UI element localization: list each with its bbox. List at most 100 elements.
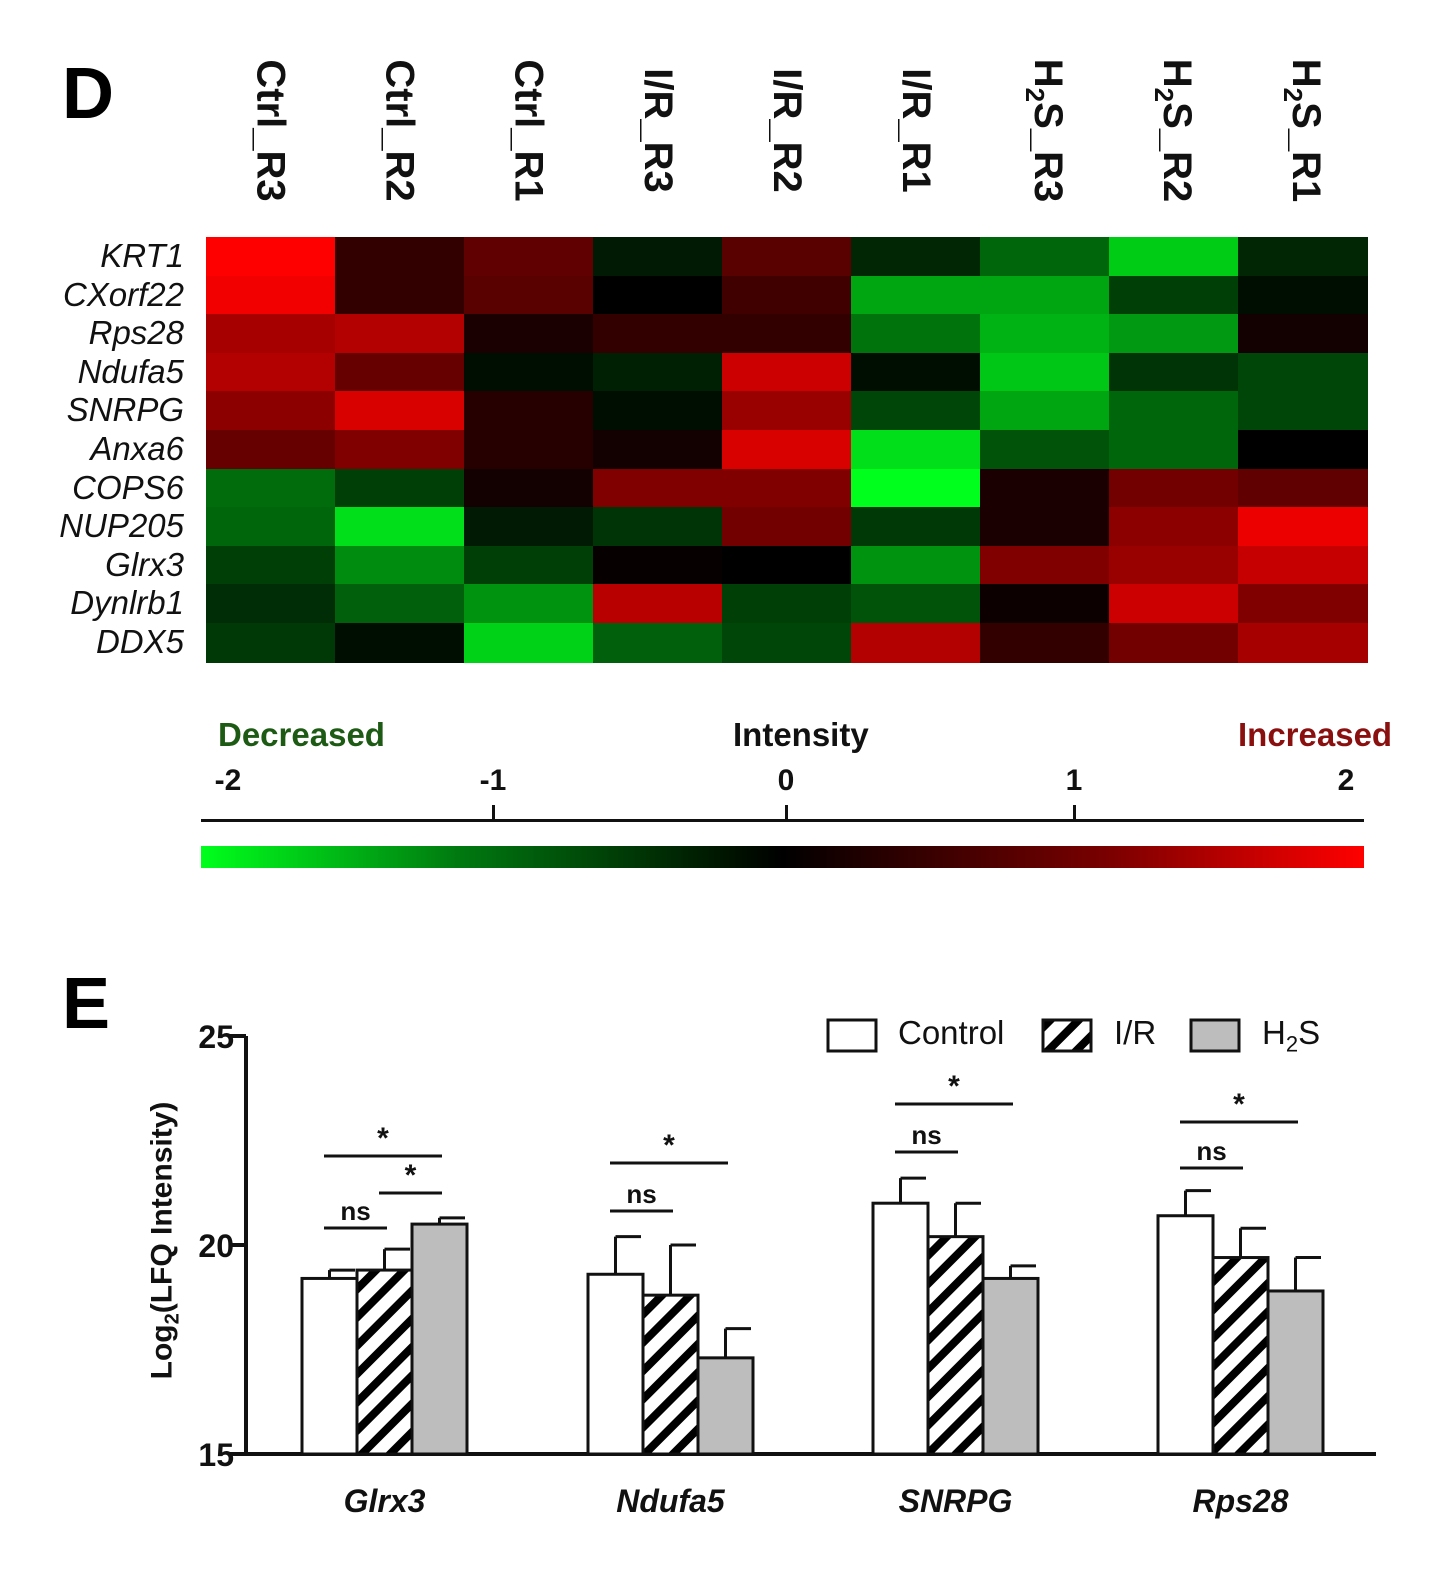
heatmap-row-label: SNRPG <box>66 391 184 429</box>
bar-Rps28-Control <box>1156 1214 1215 1456</box>
heatmap-cell-Anxa6-I/R_R1 <box>851 430 981 470</box>
heatmap-cell-KRT1-Ctrl_R1 <box>464 237 594 277</box>
heatmap-cell-Rps28-H2S_R2 <box>1109 314 1239 354</box>
significance-label: * <box>948 1070 960 1103</box>
legend-swatch-H2S <box>1189 1018 1241 1053</box>
significance-label: * <box>1233 1088 1245 1121</box>
heatmap-cell-COPS6-I/R_R3 <box>593 468 723 509</box>
heatmap-cell-NUP205-Ctrl_R1 <box>464 507 594 547</box>
heatmap-cell-KRT1-Ctrl_R2 <box>335 237 465 277</box>
color-scale-tick-label: -2 <box>214 764 242 797</box>
bar-Glrx3-I/R <box>355 1268 414 1456</box>
heatmap-cell-Anxa6-H2S_R1 <box>1238 430 1368 470</box>
heatmap-cell-DDX5-H2S_R1 <box>1238 623 1368 663</box>
heatmap-cell-SNRPG-H2S_R1 <box>1238 391 1368 431</box>
heatmap-grid <box>206 237 1368 663</box>
x-category-label: Glrx3 <box>344 1483 426 1519</box>
significance-label: ns <box>626 1179 656 1209</box>
heatmap-row-label: Rps28 <box>88 314 184 352</box>
heatmap-cell-SNRPG-I/R_R3 <box>593 391 723 431</box>
heatmap-row-label: Dynlrb1 <box>70 584 184 622</box>
heatmap-cell-Dynlrb1-H2S_R1 <box>1238 584 1368 624</box>
heatmap-cell-DDX5-H2S_R2 <box>1109 623 1239 663</box>
heatmap-cell-NUP205-I/R_R2 <box>722 507 852 547</box>
heatmap-cell-Rps28-H2S_R3 <box>980 314 1110 354</box>
heatmap-row-label: Ndufa5 <box>77 352 184 390</box>
color-scale-title: Intensity <box>733 716 869 753</box>
heatmap-cell-KRT1-I/R_R1 <box>851 237 981 277</box>
heatmap-cell-Dynlrb1-I/R_R2 <box>722 584 852 624</box>
color-scale-tick-label: -1 <box>479 764 507 797</box>
heatmap-cell-KRT1-I/R_R2 <box>722 237 852 277</box>
heatmap-cell-DDX5-Ctrl_R1 <box>464 623 594 663</box>
heatmap-cell-Rps28-I/R_R2 <box>722 314 852 354</box>
legend-swatch-Control <box>826 1018 878 1053</box>
heatmap-cell-SNRPG-I/R_R1 <box>851 391 981 431</box>
heatmap-row-label: CXorf22 <box>62 275 184 313</box>
heatmap-cell-KRT1-Ctrl_R3 <box>206 237 336 277</box>
heatmap-cell-SNRPG-I/R_R2 <box>722 391 852 431</box>
heatmap-cell-DDX5-I/R_R1 <box>851 623 981 663</box>
heatmap-cell-Dynlrb1-Ctrl_R1 <box>464 584 594 624</box>
heatmap-cell-DDX5-H2S_R3 <box>980 623 1110 663</box>
heatmap-cell-Ndufa5-H2S_R1 <box>1238 352 1368 393</box>
heatmap-cell-Glrx3-Ctrl_R1 <box>464 545 594 586</box>
heatmap-cell-NUP205-H2S_R2 <box>1109 507 1239 547</box>
color-scale-tick <box>1073 805 1076 822</box>
heatmap-cell-NUP205-H2S_R1 <box>1238 507 1368 547</box>
heatmap-cell-Ndufa5-Ctrl_R2 <box>335 352 465 393</box>
heatmap-cell-Ndufa5-I/R_R3 <box>593 352 723 393</box>
heatmap-cell-CXorf22-H2S_R2 <box>1109 275 1239 316</box>
heatmap-cell-CXorf22-H2S_R1 <box>1238 275 1368 316</box>
bar-Ndufa5-H2S <box>696 1356 755 1456</box>
heatmap-cell-SNRPG-Ctrl_R3 <box>206 391 336 431</box>
legend-swatch-I/R <box>1041 1018 1093 1053</box>
heatmap-cell-KRT1-H2S_R1 <box>1238 237 1368 277</box>
heatmap-cell-KRT1-H2S_R2 <box>1109 237 1239 277</box>
heatmap-cell-SNRPG-H2S_R2 <box>1109 391 1239 431</box>
significance-label: ns <box>911 1120 941 1150</box>
bar-Ndufa5-Control <box>586 1272 645 1456</box>
heatmap-cell-COPS6-Ctrl_R1 <box>464 468 594 509</box>
heatmap-cell-Anxa6-Ctrl_R2 <box>335 430 465 470</box>
bar-SNRPG-Control <box>871 1201 930 1456</box>
heatmap-cell-Ndufa5-Ctrl_R3 <box>206 352 336 393</box>
heatmap-cell-Rps28-Ctrl_R2 <box>335 314 465 354</box>
heatmap-cell-CXorf22-I/R_R1 <box>851 275 981 316</box>
heatmap-cell-CXorf22-I/R_R2 <box>722 275 852 316</box>
heatmap-cell-CXorf22-H2S_R3 <box>980 275 1110 316</box>
heatmap-cell-Ndufa5-I/R_R2 <box>722 352 852 393</box>
heatmap-cell-Anxa6-I/R_R2 <box>722 430 852 470</box>
significance-label: ns <box>1196 1136 1226 1166</box>
significance-label: * <box>663 1129 675 1162</box>
heatmap-cell-Anxa6-Ctrl_R3 <box>206 430 336 470</box>
color-scale-axis-line <box>201 819 1364 822</box>
heatmap-cell-CXorf22-Ctrl_R1 <box>464 275 594 316</box>
heatmap-cell-COPS6-H2S_R2 <box>1109 468 1239 509</box>
heatmap-cell-Rps28-Ctrl_R3 <box>206 314 336 354</box>
y-tick-label: 20 <box>198 1228 234 1264</box>
x-category-label: SNRPG <box>899 1483 1013 1519</box>
heatmap-cell-Rps28-H2S_R1 <box>1238 314 1368 354</box>
heatmap-cell-Dynlrb1-I/R_R3 <box>593 584 723 624</box>
heatmap-cell-SNRPG-Ctrl_R2 <box>335 391 465 431</box>
heatmap-cell-Glrx3-H2S_R3 <box>980 545 1110 586</box>
color-scale-tick-label: 2 <box>1337 764 1355 797</box>
heatmap-cell-CXorf22-Ctrl_R3 <box>206 275 336 316</box>
heatmap-cell-SNRPG-Ctrl_R1 <box>464 391 594 431</box>
bar-Glrx3-Control <box>300 1276 359 1456</box>
heatmap-cell-COPS6-H2S_R3 <box>980 468 1110 509</box>
heatmap-row-label: Anxa6 <box>90 430 184 467</box>
heatmap-cell-KRT1-H2S_R3 <box>980 237 1110 277</box>
color-scale-tick-label: 0 <box>777 764 795 797</box>
panel-d-letter: D <box>62 54 114 134</box>
heatmap-cell-Rps28-Ctrl_R1 <box>464 314 594 354</box>
heatmap-cell-NUP205-H2S_R3 <box>980 507 1110 547</box>
heatmap-cell-Anxa6-I/R_R3 <box>593 430 723 470</box>
color-scale-tick <box>492 805 495 822</box>
heatmap-cell-Glrx3-I/R_R1 <box>851 545 981 586</box>
heatmap-cell-COPS6-H2S_R1 <box>1238 468 1368 509</box>
heatmap-cell-Glrx3-H2S_R2 <box>1109 545 1239 586</box>
heatmap-row-label: Glrx3 <box>105 545 184 583</box>
